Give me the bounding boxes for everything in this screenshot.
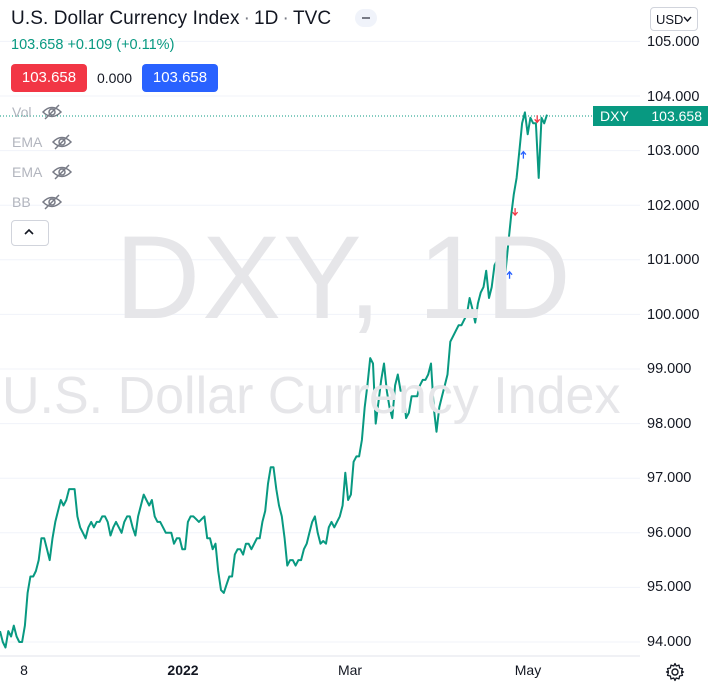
up-arrow-marker — [506, 270, 513, 279]
indicator-label: EMA — [12, 164, 42, 181]
y-tick-label: 103.000 — [647, 143, 700, 159]
price-change: 103.658 +0.109 (+0.11%) — [11, 37, 174, 53]
chart-grid — [0, 40, 640, 643]
currency-label: USD — [656, 12, 684, 27]
y-tick-label: 96.000 — [647, 525, 692, 541]
indicator-bb[interactable]: BB — [12, 194, 63, 213]
y-tick-label: 95.000 — [647, 579, 692, 595]
spread-value: 0.000 — [97, 70, 133, 86]
chevron-up-icon — [24, 228, 34, 235]
y-tick-label: 100.000 — [647, 307, 700, 323]
hidden-eye-icon[interactable] — [51, 134, 73, 153]
indicator-label: EMA — [12, 134, 42, 151]
hidden-eye-icon[interactable] — [41, 104, 63, 123]
exchange-label: TVC — [292, 8, 332, 29]
down-arrow-marker — [512, 208, 519, 217]
currency-select[interactable]: USD — [650, 7, 698, 31]
y-tick-label: 102.000 — [647, 198, 700, 214]
price-tag-value: 103.658 — [651, 108, 702, 124]
series-layer — [0, 111, 548, 649]
indicator-ema-2[interactable]: EMA — [12, 164, 73, 183]
indicator-label: BB — [12, 194, 31, 211]
chart-title: U.S. Dollar Currency Index · 1D · TVC — [11, 8, 332, 29]
change-value: +0.109 (+0.11%) — [67, 37, 175, 53]
y-tick-label: 101.000 — [647, 252, 700, 268]
gear-icon[interactable] — [665, 662, 685, 682]
collapse-indicators-button[interactable] — [11, 220, 49, 246]
last-value: 103.658 — [11, 37, 64, 53]
hidden-eye-icon[interactable] — [41, 194, 63, 213]
indicator-ema-1[interactable]: EMA — [12, 134, 73, 153]
up-arrow-marker — [520, 150, 527, 159]
last-price-tag: DXY 103.658 — [593, 106, 708, 126]
y-tick-label: 97.000 — [647, 470, 692, 486]
sell-button[interactable]: 103.658 — [11, 64, 87, 92]
series-line — [0, 111, 548, 649]
indicator-label: Vol — [12, 104, 32, 121]
y-tick-label: 104.000 — [647, 89, 700, 105]
y-tick-label: 105.000 — [647, 34, 700, 50]
y-tick-label: 94.000 — [647, 634, 692, 650]
y-tick-label: 99.000 — [647, 361, 692, 377]
interval-label[interactable]: 1D — [254, 8, 279, 29]
y-tick-label: 98.000 — [647, 416, 692, 432]
indicator-vol[interactable]: Vol — [12, 104, 63, 123]
price-tag-symbol: DXY — [600, 108, 629, 124]
symbol-title[interactable]: U.S. Dollar Currency Index — [11, 8, 240, 29]
down-arrow-marker — [534, 115, 541, 124]
hidden-eye-icon[interactable] — [51, 164, 73, 183]
chevron-down-icon — [683, 16, 692, 22]
collapse-legend-button[interactable] — [355, 9, 377, 27]
x-tick-label: 2022 — [167, 662, 199, 678]
x-tick-label: Mar — [337, 662, 363, 678]
x-tick-label: May — [514, 662, 542, 678]
buy-button[interactable]: 103.658 — [142, 64, 218, 92]
x-tick-label: 8 — [20, 662, 28, 678]
